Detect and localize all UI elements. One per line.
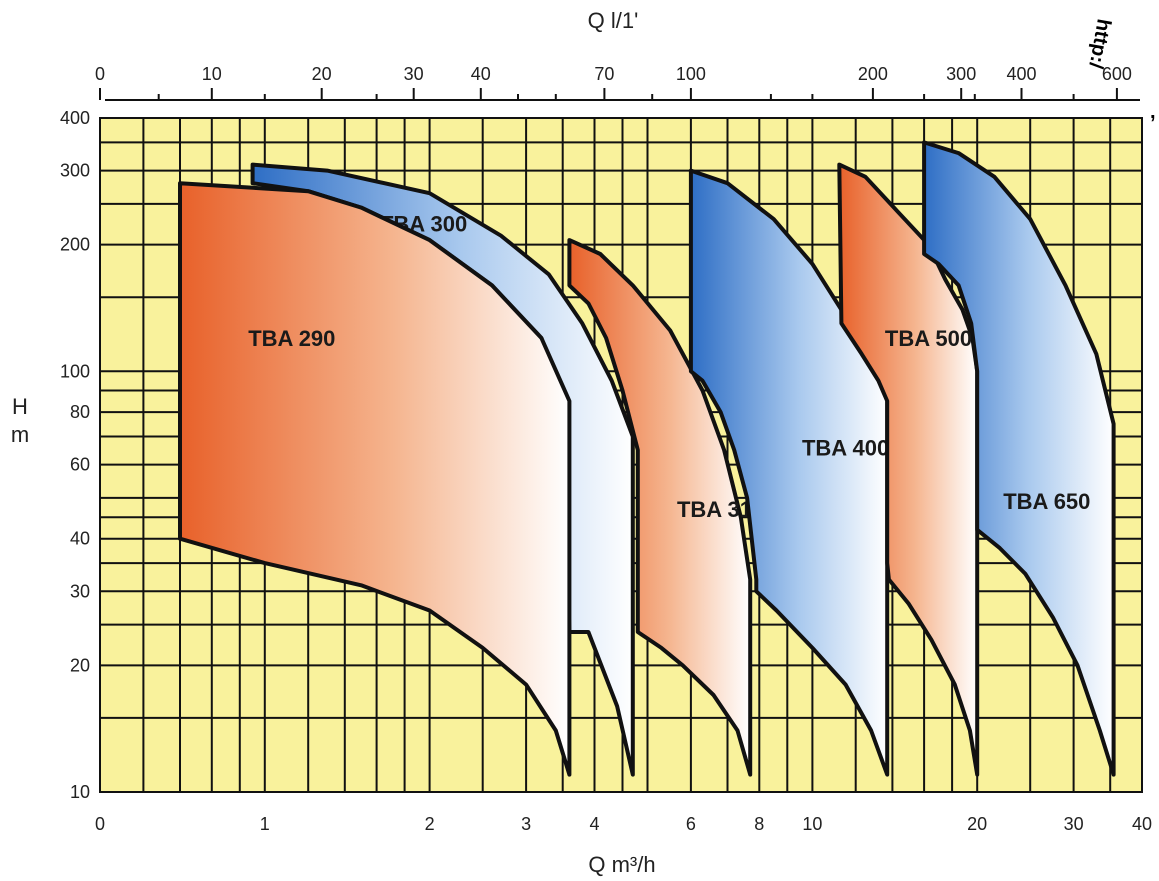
- x-tick-label-3: 3: [521, 814, 531, 834]
- region-tba-650: [922, 140, 1116, 777]
- y-tick-labels: 10 20 30 40 60 80 100 200 300 400: [60, 108, 90, 802]
- x2-tick-label-0: 0: [95, 64, 105, 84]
- y-axis-title-h: H: [12, 394, 28, 419]
- y-axis-title-m: m: [11, 422, 29, 447]
- y-tick-label-5: 80: [70, 402, 90, 422]
- x2-tick-label-9: 400: [1006, 64, 1036, 84]
- x2-tick-label-3: 30: [404, 64, 424, 84]
- x2-axis-title: Q l/1': [588, 8, 639, 33]
- x-tick-label-6: 8: [754, 814, 764, 834]
- y-tick-label-6: 100: [60, 361, 90, 381]
- top-flow-axis: 0 10 20 30 40 70 100 200 300 400 600: [95, 64, 1140, 101]
- y-tick-label-7: 200: [60, 235, 90, 255]
- x2-tick-label-6: 100: [676, 64, 706, 84]
- x-tick-label-8: 20: [967, 814, 987, 834]
- watermark-text: http:/: [1084, 17, 1114, 70]
- y-tick-label-1: 20: [70, 655, 90, 675]
- x2-tick-label-4: 40: [471, 64, 491, 84]
- x2-tick-label-2: 20: [312, 64, 332, 84]
- y-tick-label-0: 10: [70, 782, 90, 802]
- plot-frame: [99, 117, 1143, 793]
- x-tick-label-5: 6: [686, 814, 696, 834]
- watermark-tail: ,: [1150, 101, 1156, 123]
- x2-tick-label-7: 200: [858, 64, 888, 84]
- label-tba-400: TBA 400: [802, 436, 889, 461]
- x-tick-label-1: 1: [260, 814, 270, 834]
- x2-tick-label-5: 70: [594, 64, 614, 84]
- x-tick-label-2: 2: [425, 814, 435, 834]
- y-tick-label-4: 60: [70, 455, 90, 475]
- x-tick-label-0: 0: [95, 814, 105, 834]
- x2-tick-label-1: 10: [202, 64, 222, 84]
- x2-tick-label-8: 300: [946, 64, 976, 84]
- region-tba-400: [688, 168, 890, 777]
- x-tick-label-7: 10: [802, 814, 822, 834]
- y-tick-label-2: 30: [70, 581, 90, 601]
- y-tick-label-9: 400: [60, 108, 90, 128]
- x-tick-label-9: 30: [1064, 814, 1084, 834]
- x-tick-label-4: 4: [589, 814, 599, 834]
- x-axis-title: Q m³/h: [588, 852, 655, 877]
- label-tba-500: TBA 500: [885, 326, 972, 351]
- y-tick-label-3: 40: [70, 529, 90, 549]
- region-tba-310: [567, 238, 753, 777]
- y-tick-label-8: 300: [60, 161, 90, 181]
- x-tick-labels: 0 1 2 3 4 6 8 10 20 30 40: [95, 814, 1152, 834]
- label-tba-290: TBA 290: [248, 326, 335, 351]
- x-tick-label-10: 40: [1132, 814, 1152, 834]
- label-tba-650: TBA 650: [1003, 489, 1090, 514]
- x2-tick-label-10: 600: [1102, 64, 1132, 84]
- region-tba-290: [178, 181, 572, 777]
